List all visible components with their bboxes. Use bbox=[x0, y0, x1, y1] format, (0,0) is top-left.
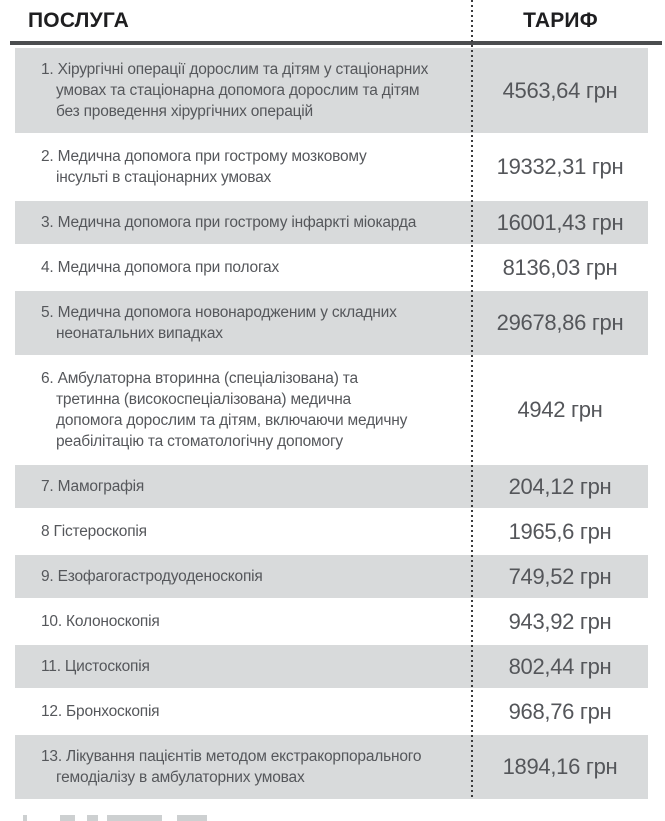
clipped-text-fragment bbox=[23, 813, 223, 821]
table-row: 8 Гістероскопія 1965,6 грн bbox=[15, 510, 648, 553]
service-cell: 11. Цистоскопія bbox=[41, 658, 150, 675]
table-row: 2. Медична допомога при гострому мозково… bbox=[15, 135, 648, 199]
tariff-cell: 1894,16 грн bbox=[502, 754, 618, 779]
service-cell: 10. Колоноскопія bbox=[41, 613, 160, 630]
service-cell: 3. Медична допомога при гострому інфаркт… bbox=[41, 214, 417, 231]
table-row: 3. Медична допомога при гострому інфаркт… bbox=[15, 201, 648, 244]
tariff-cell: 4942 грн bbox=[517, 397, 603, 422]
tariff-table-body: 1. Хірургічні операції дорослим та дітям… bbox=[15, 48, 648, 799]
table-row: 12. Бронхоскопія 968,76 грн bbox=[15, 690, 648, 733]
tariff-cell: 29678,86 грн bbox=[496, 310, 624, 335]
service-cell: 1. Хірургічні операції дорослим та дітям… bbox=[41, 61, 429, 120]
table-row: 10. Колоноскопія 943,92 грн bbox=[15, 600, 648, 643]
table-row: 1. Хірургічні операції дорослим та дітям… bbox=[15, 48, 648, 133]
service-cell: 7. Мамографія bbox=[41, 478, 145, 495]
tariff-cell: 749,52 грн bbox=[508, 563, 612, 589]
table-row: 5. Медична допомога новонародженим у скл… bbox=[15, 291, 648, 355]
tariff-cell: 204,12 грн bbox=[508, 473, 612, 499]
service-cell: 2. Медична допомога при гострому мозково… bbox=[41, 148, 367, 186]
table-row: 13. Лікування пацієнтів методом екстрако… bbox=[15, 735, 648, 799]
tariff-cell: 802,44 грн bbox=[508, 653, 612, 679]
table-row: 7. Мамографія 204,12 грн bbox=[15, 465, 648, 508]
tariff-cell: 4563,64 грн bbox=[502, 77, 618, 103]
tariff-cell: 16001,43 грн bbox=[496, 209, 624, 235]
service-cell: 9. Езофагогастродуоденоскопія bbox=[41, 568, 263, 585]
tariff-cell: 943,92 грн bbox=[508, 608, 612, 634]
column-header-service: ПОСЛУГА bbox=[28, 9, 130, 32]
column-separator-dotted-line bbox=[471, 0, 473, 800]
service-cell: 6. Амбулаторна вторинна (спеціалізована)… bbox=[41, 370, 408, 450]
column-header-tariff: ТАРИФ bbox=[523, 9, 598, 32]
service-cell: 4. Медична допомога при пологах bbox=[41, 259, 280, 276]
header-divider bbox=[10, 41, 662, 45]
table-row: 6. Амбулаторна вторинна (спеціалізована)… bbox=[15, 357, 648, 463]
service-cell: 5. Медична допомога новонародженим у скл… bbox=[41, 304, 397, 342]
service-cell: 8 Гістероскопія bbox=[41, 523, 147, 540]
tariff-cell: 8136,03 грн bbox=[502, 254, 618, 280]
tariff-cell: 19332,31 грн bbox=[496, 154, 624, 179]
tariff-cell: 968,76 грн bbox=[508, 698, 612, 724]
service-cell: 12. Бронхоскопія bbox=[41, 703, 160, 720]
table-row: 11. Цистоскопія 802,44 грн bbox=[15, 645, 648, 688]
table-row: 9. Езофагогастродуоденоскопія 749,52 грн bbox=[15, 555, 648, 598]
tariff-cell: 1965,6 грн bbox=[508, 518, 612, 544]
table-row: 4. Медична допомога при пологах 8136,03 … bbox=[15, 246, 648, 289]
service-cell: 13. Лікування пацієнтів методом екстрако… bbox=[41, 748, 422, 786]
